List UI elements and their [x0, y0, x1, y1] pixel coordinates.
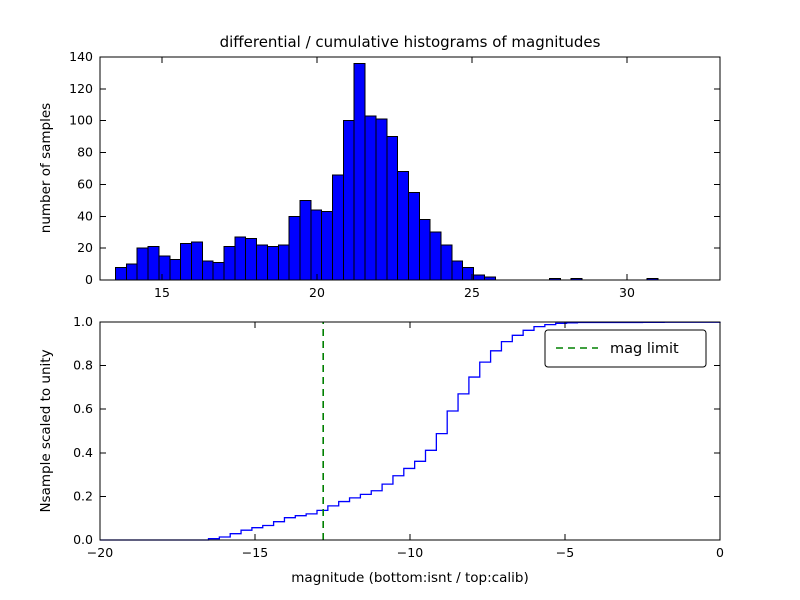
histogram-bar: [245, 238, 258, 281]
histogram-bar: [125, 263, 138, 281]
histogram-bar: [190, 241, 203, 281]
y-tick-label: 40: [77, 208, 93, 223]
histogram-bar: [266, 246, 279, 281]
y-tick-label: 0: [85, 272, 93, 287]
histogram-bar: [418, 218, 431, 281]
histogram-bar: [136, 247, 149, 281]
bottom-tick-labels: −20 −15 −10 −5 0 0.0 0.2 0.4 0.6 0.8 1.0: [73, 314, 724, 560]
bottom-y-axis-label: Nsample scaled to unity: [38, 349, 54, 512]
y-tick-label: 100: [69, 113, 93, 128]
y-tick-label: 120: [69, 81, 93, 96]
histogram-bar: [342, 120, 355, 281]
y-tick-label: 20: [77, 240, 93, 255]
x-tick-label: 25: [464, 285, 480, 300]
y-tick-label: 0.0: [73, 532, 93, 547]
histogram-bar: [473, 274, 485, 281]
bottom-axis-ticks: [99, 321, 721, 541]
histogram-bar: [277, 244, 290, 281]
x-tick-label: 15: [154, 285, 170, 300]
histogram-bars: [115, 62, 659, 281]
histogram-bar: [375, 118, 388, 281]
histogram-bar: [407, 191, 420, 281]
histogram-bar: [397, 171, 409, 281]
histogram-bar: [223, 246, 236, 281]
histogram-bar: [440, 244, 453, 281]
x-tick-label: −10: [397, 545, 423, 560]
x-tick-label: −20: [87, 545, 113, 560]
x-tick-label: −5: [556, 545, 574, 560]
histogram-bar: [353, 62, 366, 281]
histogram-bar: [147, 246, 160, 281]
histogram-bar: [169, 258, 182, 281]
histogram-bar: [158, 255, 171, 281]
cumulative-subplot: −20 −15 −10 −5 0 0.0 0.2 0.4 0.6 0.8 1.0 mag limit…: [38, 314, 724, 586]
x-tick-label: 20: [309, 285, 325, 300]
y-tick-label: 0.6: [73, 401, 93, 416]
legend-label: mag limit: [610, 341, 679, 357]
legend: mag limit: [544, 329, 707, 368]
histogram-bar: [321, 211, 333, 281]
histogram-bar: [115, 266, 127, 281]
y-tick-label: 140: [69, 49, 93, 64]
y-tick-label: 80: [77, 145, 93, 160]
histogram-bar: [288, 215, 301, 281]
histogram-bar: [332, 174, 344, 281]
bottom-x-axis-label: magnitude (bottom:isnt / top:calib): [291, 570, 528, 586]
x-tick-label: 30: [619, 285, 635, 300]
legend-box: [544, 329, 707, 368]
y-tick-label: 1.0: [73, 314, 93, 329]
histogram-bar: [234, 236, 247, 281]
top-y-axis-label: number of samples: [38, 103, 54, 233]
y-tick-label: 0.4: [73, 445, 93, 460]
histogram-bar: [451, 260, 464, 281]
histogram-bar: [364, 115, 377, 281]
histogram-bar: [299, 199, 312, 281]
x-tick-label: −15: [242, 545, 268, 560]
top-axes-frame: [99, 56, 721, 281]
x-tick-label: 0: [716, 545, 724, 560]
histogram-bar: [201, 260, 214, 281]
top-tick-labels: 15 20 25 30 0 20 40 60 80 100 120 140: [69, 49, 635, 300]
top-axis-ticks: [100, 56, 720, 281]
histogram-bar: [212, 261, 225, 281]
histogram-bar: [386, 136, 399, 281]
y-tick-label: 0.8: [73, 358, 93, 373]
top-histogram-subplot: differential / cumulative histograms of …: [38, 33, 721, 300]
y-tick-label: 60: [77, 176, 93, 191]
histogram-bar: [180, 242, 192, 281]
histogram-bar: [256, 244, 268, 281]
y-tick-label: 0.2: [73, 488, 93, 503]
histogram-bar: [310, 209, 323, 281]
histogram-bar: [429, 231, 442, 281]
chart-title: differential / cumulative histograms of …: [220, 33, 601, 51]
